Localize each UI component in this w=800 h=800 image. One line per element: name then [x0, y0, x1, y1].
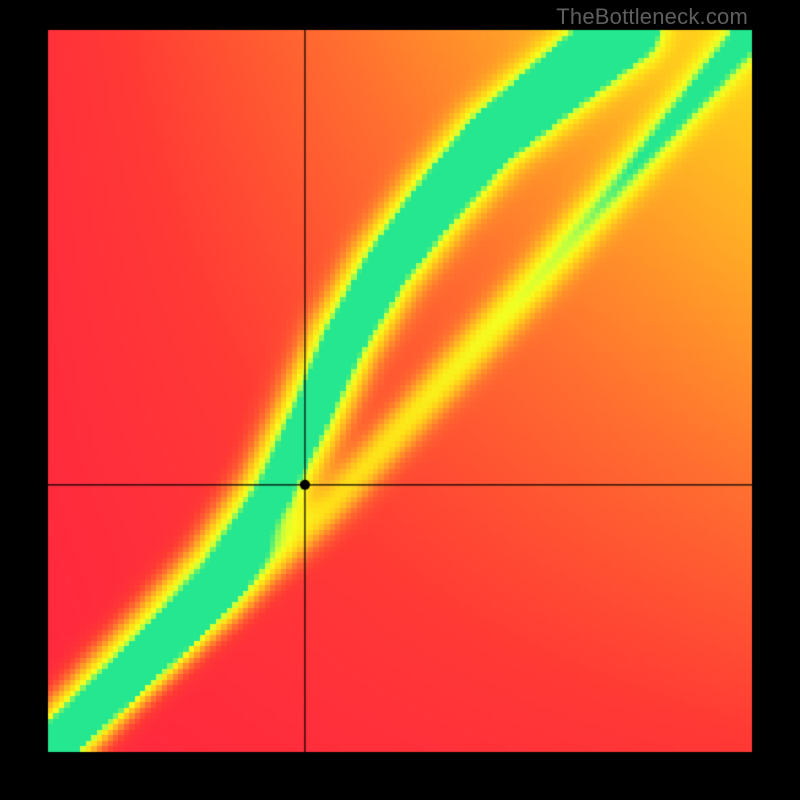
bottleneck-heatmap	[0, 0, 800, 800]
watermark-text: TheBottleneck.com	[556, 4, 748, 30]
